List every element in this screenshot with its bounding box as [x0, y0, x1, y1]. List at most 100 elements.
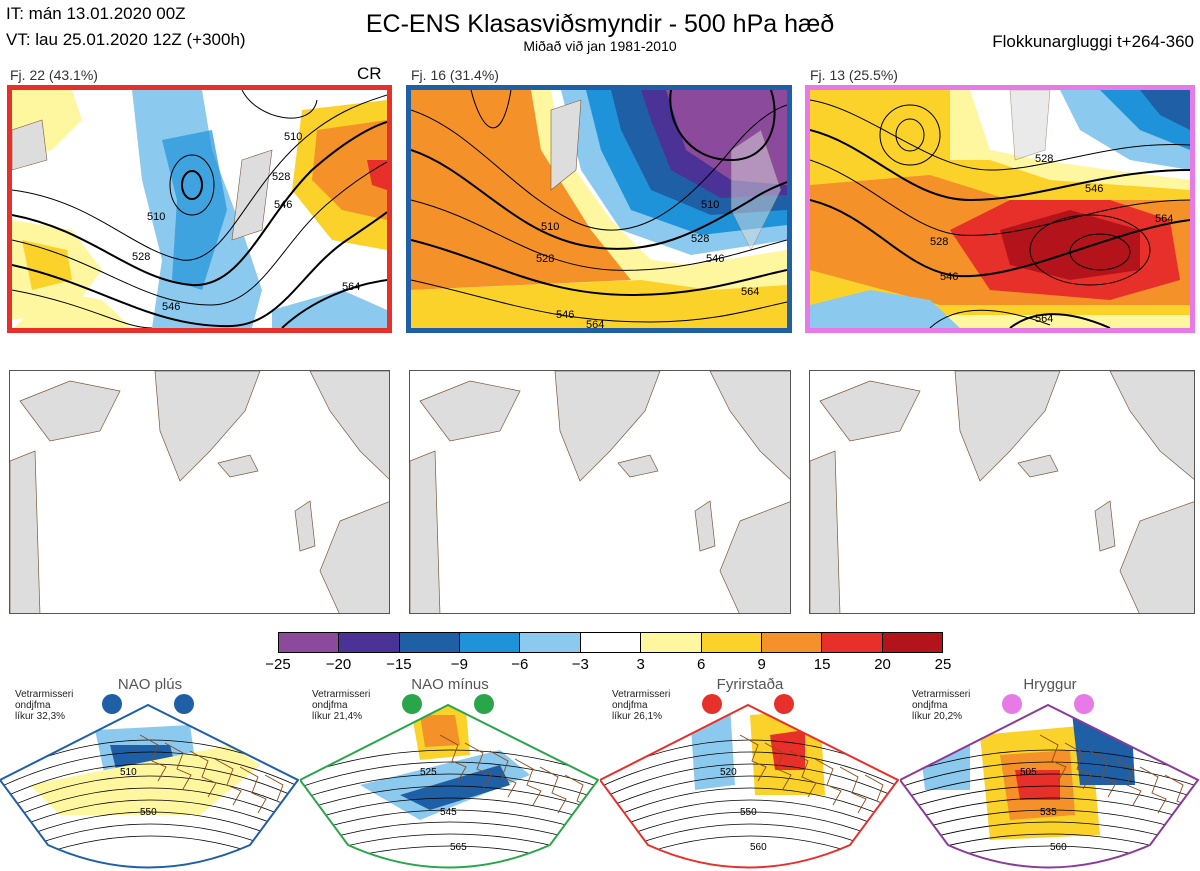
regime-info-line: Vetrarmisseri — [312, 689, 371, 700]
regime-dot — [1002, 694, 1022, 714]
cluster-2-map: 510 528 546 564 546 564 528 510 — [406, 85, 792, 333]
contour-label: 564 — [342, 281, 360, 293]
regime-name: NAO mínus — [411, 676, 489, 693]
contour-label: 510 — [284, 131, 302, 143]
colorbar-tick-label: −20 — [325, 656, 352, 673]
colorbar-swatch — [760, 633, 822, 652]
height-contour — [900, 761, 1198, 788]
coastline — [1039, 734, 1067, 782]
coastline — [139, 734, 167, 782]
colorbar-swatch — [279, 633, 339, 652]
colorbar-tick-label: 15 — [813, 656, 831, 673]
contour-label: 520 — [720, 767, 737, 778]
contour-label: 528 — [930, 236, 948, 248]
regime-dot — [402, 694, 422, 714]
initial-time: IT: mán 13.01.2020 00Z — [6, 4, 186, 23]
regime-info-line: líkur 32,3% — [15, 711, 66, 722]
regime-fan-map: 510 550 — [0, 694, 300, 869]
contour-label: 510 — [701, 199, 719, 211]
colorbar-tick-label: 3 — [636, 656, 645, 673]
contour-label: 564 — [586, 319, 604, 328]
colorbar: −25 −20 −15 −9 −6 −3 3 6 9 15 20 25 — [265, 632, 951, 673]
coastline — [1064, 742, 1092, 790]
contour-label: 564 — [1155, 213, 1173, 225]
coastline — [764, 742, 792, 790]
regime-fan-map: 520 550 560 — [600, 694, 900, 869]
contour-label: 528 — [272, 171, 290, 183]
anomaly-area — [30, 745, 260, 815]
height-contour — [300, 797, 598, 824]
height-contour — [900, 749, 1198, 776]
regime-dot — [174, 694, 194, 714]
contour-label: 565 — [450, 842, 467, 853]
colorbar-swatch — [338, 633, 399, 652]
cluster-1-tag: CR — [357, 64, 382, 83]
height-contour — [900, 809, 1198, 836]
coastline — [539, 766, 567, 814]
height-contour — [0, 751, 298, 788]
colorbar-tick-label: 25 — [934, 656, 952, 673]
regime-panel: 510 550 NAO plús Vetrarmisseri ondjfma líkur … — [0, 675, 300, 871]
colorbar-swatch — [881, 633, 942, 652]
colorbar-tick-label: 20 — [874, 656, 891, 673]
coastline — [1139, 766, 1167, 814]
height-contour — [900, 773, 1198, 800]
contour-label: 560 — [1050, 842, 1067, 853]
contour-label: 525 — [420, 767, 437, 778]
contour-label: 528 — [691, 233, 709, 245]
anomaly-map-2 — [409, 370, 791, 614]
coastline — [514, 758, 542, 806]
height-contour — [900, 785, 1198, 812]
contour-label: 550 — [740, 807, 757, 818]
regime-info-line: líkur 21,4% — [312, 711, 363, 722]
regime-fan-map: 505 535 560 — [900, 694, 1200, 869]
coastline — [814, 758, 842, 806]
regime-info-line: Vetrarmisseri — [612, 689, 671, 700]
height-contour — [0, 775, 298, 812]
colorbar-swatch — [821, 633, 882, 652]
regime-fan-map: 525 545 565 — [300, 694, 600, 869]
contour-label: 564 — [1035, 313, 1053, 325]
colorbar-tick-label: 6 — [697, 656, 706, 673]
regime-info-line: ondjfma — [612, 700, 648, 711]
contour-label: 505 — [1020, 767, 1037, 778]
regime-info: Vetrarmisseri ondjfma líkur 26,1% — [612, 689, 670, 722]
colorbar-tick-label: −6 — [511, 656, 529, 673]
regime-dot — [102, 694, 122, 714]
cluster-2-label: Fj. 16 (31.4%) — [411, 67, 499, 83]
coastline — [214, 758, 242, 806]
contour-label: 510 — [120, 767, 137, 778]
coastline — [464, 742, 492, 790]
cluster-3-label: Fj. 13 (25.5%) — [810, 67, 898, 83]
regime-info-line: ondjfma — [15, 700, 51, 711]
regime-panel: 520 550 560 Fyrirstaða Vetrarmisseri ondjfma l… — [600, 675, 900, 871]
coastline — [489, 750, 517, 798]
coastline — [239, 766, 267, 814]
contour-label: 546 — [274, 199, 292, 211]
height-contour — [900, 797, 1198, 824]
colorbar-swatch — [579, 633, 641, 652]
regime-info-line: ondjfma — [912, 700, 948, 711]
contour-label: 546 — [940, 271, 958, 283]
regime-panel: 525 545 565 NAO mínus Vetrarmisseri ondjfma lí… — [300, 675, 600, 871]
regime-info: Vetrarmisseri ondjfma líkur 21,4% — [312, 689, 370, 722]
contour-label: 550 — [140, 807, 157, 818]
regime-dot — [702, 694, 722, 714]
colorbar-swatch — [700, 633, 761, 652]
cluster-3-map: 528 546 564 528 546 564 — [805, 85, 1195, 333]
height-contour — [300, 749, 598, 776]
regime-name: Fyrirstaða — [716, 676, 784, 693]
colorbar-tick-label: 9 — [757, 656, 766, 673]
contour-label: 535 — [1040, 807, 1057, 818]
height-contour — [300, 809, 598, 836]
coastline — [1089, 750, 1117, 798]
height-contour — [600, 775, 898, 812]
regime-info: Vetrarmisseri ondjfma líkur 32,3% — [15, 689, 73, 722]
contour-label: 546 — [1085, 183, 1103, 195]
anomaly-map-1 — [9, 370, 390, 614]
height-contour — [600, 751, 898, 788]
regime-fan-outline — [600, 703, 900, 869]
contour-label: 528 — [132, 251, 150, 263]
colorbar-swatch — [519, 633, 580, 652]
anomaly-area — [770, 730, 805, 770]
